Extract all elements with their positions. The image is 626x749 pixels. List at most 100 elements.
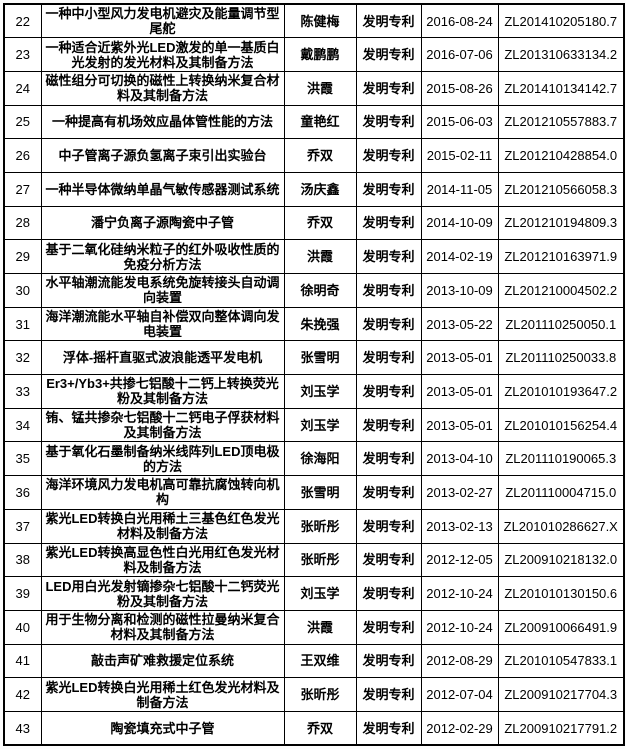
patent-title-cell: 水平轴潮流能发电系统免旋转接头自动调向装置 <box>40 273 285 308</box>
table-row: 31 海洋潮流能水平轴自补偿双向整体调向发电装置 朱挽强 发明专利 2013-0… <box>3 306 625 342</box>
grant-date-cell: 2012-08-29 <box>420 643 499 679</box>
patent-table-body: 22 一种中小型风力发电机避灾及能量调节型尾舵 陈健梅 发明专利 2016-08… <box>3 3 625 746</box>
patent-type-cell: 发明专利 <box>355 407 422 443</box>
patent-number-cell: ZL201110004715.0 <box>497 475 625 510</box>
row-number-cell: 25 <box>3 104 42 140</box>
row-number-cell: 29 <box>3 239 42 274</box>
patent-number-cell: ZL201010130150.6 <box>497 576 625 611</box>
table-row: 41 敲击声矿难救援定位系统 王双维 发明专利 2012-08-29 ZL201… <box>3 643 625 679</box>
table-row: 34 铕、锰共掺杂七铝酸十二钙电子俘获材料及其制备方法 刘玉学 发明专利 201… <box>3 407 625 443</box>
inventor-cell: 乔双 <box>283 138 357 173</box>
patent-number-cell: ZL201010156254.4 <box>497 407 625 443</box>
patent-number-cell: ZL200910218132.0 <box>497 542 625 578</box>
patent-number-cell: ZL201110190065.3 <box>497 441 625 477</box>
inventor-cell: 童艳红 <box>283 104 357 140</box>
patent-type-cell: 发明专利 <box>355 70 422 106</box>
row-number-cell: 39 <box>3 576 42 611</box>
inventor-cell: 张昕彤 <box>283 677 357 712</box>
inventor-cell: 刘玉学 <box>283 576 357 611</box>
inventor-cell: 张昕彤 <box>283 508 357 544</box>
row-number-cell: 41 <box>3 643 42 679</box>
table-row: 38 紫光LED转换高显色性白光用红色发光材料及制备方法 张昕彤 发明专利 20… <box>3 542 625 578</box>
grant-date-cell: 2015-06-03 <box>420 104 499 140</box>
patent-title-cell: 敲击声矿难救援定位系统 <box>40 643 285 679</box>
inventor-cell: 张雪明 <box>283 475 357 510</box>
patent-title-cell: 浮体-摇杆直驱式波浪能透平发电机 <box>40 340 285 376</box>
patent-number-cell: ZL200910066491.9 <box>497 609 625 645</box>
patent-type-cell: 发明专利 <box>355 340 422 376</box>
patent-title-cell: 潘宁负离子源陶瓷中子管 <box>40 205 285 241</box>
patent-title-cell: 海洋潮流能水平轴自补偿双向整体调向发电装置 <box>40 306 285 342</box>
row-number-cell: 37 <box>3 508 42 544</box>
patent-type-cell: 发明专利 <box>355 475 422 510</box>
patent-number-cell: ZL201310633134.2 <box>497 37 625 72</box>
grant-date-cell: 2014-02-19 <box>420 239 499 274</box>
inventor-cell: 洪霞 <box>283 70 357 106</box>
inventor-cell: 徐海阳 <box>283 441 357 477</box>
grant-date-cell: 2012-12-05 <box>420 542 499 578</box>
row-number-cell: 32 <box>3 340 42 376</box>
table-row: 32 浮体-摇杆直驱式波浪能透平发电机 张雪明 发明专利 2013-05-01 … <box>3 340 625 376</box>
patent-type-cell: 发明专利 <box>355 374 422 409</box>
patent-number-cell: ZL201210557883.7 <box>497 104 625 140</box>
patent-number-cell: ZL201010547833.1 <box>497 643 625 679</box>
row-number-cell: 22 <box>3 3 42 39</box>
patent-title-cell: 磁性组分可切换的磁性上转换纳米复合材料及其制备方法 <box>40 70 285 106</box>
table-row: 36 海洋环境风力发电机高可靠抗腐蚀转向机构 张雪明 发明专利 2013-02-… <box>3 475 625 510</box>
patent-number-cell: ZL201010286627.X <box>497 508 625 544</box>
patent-type-cell: 发明专利 <box>355 677 422 712</box>
patent-number-cell: ZL201210194809.3 <box>497 205 625 241</box>
patent-title-cell: 铕、锰共掺杂七铝酸十二钙电子俘获材料及其制备方法 <box>40 407 285 443</box>
patent-title-cell: 一种适合近紫外光LED激发的单一基质白光发射的发光材料及其制备方法 <box>40 37 285 72</box>
inventor-cell: 戴鹏鹏 <box>283 37 357 72</box>
grant-date-cell: 2014-10-09 <box>420 205 499 241</box>
inventor-cell: 张雪明 <box>283 340 357 376</box>
row-number-cell: 31 <box>3 306 42 342</box>
grant-date-cell: 2013-05-01 <box>420 374 499 409</box>
table-row: 25 一种提高有机场效应晶体管性能的方法 童艳红 发明专利 2015-06-03… <box>3 104 625 140</box>
table-row: 40 用于生物分离和检测的磁性拉曼纳米复合材料及其制备方法 洪霞 发明专利 20… <box>3 609 625 645</box>
patent-number-cell: ZL201210004502.2 <box>497 273 625 308</box>
row-number-cell: 24 <box>3 70 42 106</box>
patent-number-cell: ZL200910217704.3 <box>497 677 625 712</box>
patent-type-cell: 发明专利 <box>355 306 422 342</box>
table-row: 42 紫光LED转换白光用稀土红色发光材料及制备方法 张昕彤 发明专利 2012… <box>3 677 625 712</box>
patent-title-cell: 紫光LED转换高显色性白光用红色发光材料及制备方法 <box>40 542 285 578</box>
patent-type-cell: 发明专利 <box>355 3 422 39</box>
patent-title-cell: 紫光LED转换白光用稀土红色发光材料及制备方法 <box>40 677 285 712</box>
patent-type-cell: 发明专利 <box>355 104 422 140</box>
grant-date-cell: 2013-05-22 <box>420 306 499 342</box>
inventor-cell: 洪霞 <box>283 239 357 274</box>
grant-date-cell: 2013-05-01 <box>420 407 499 443</box>
table-row: 24 磁性组分可切换的磁性上转换纳米复合材料及其制备方法 洪霞 发明专利 201… <box>3 70 625 106</box>
grant-date-cell: 2013-02-13 <box>420 508 499 544</box>
patent-type-cell: 发明专利 <box>355 609 422 645</box>
patent-title-cell: 基于二氧化硅纳米粒子的红外吸收性质的免疫分析方法 <box>40 239 285 274</box>
table-row: 29 基于二氧化硅纳米粒子的红外吸收性质的免疫分析方法 洪霞 发明专利 2014… <box>3 239 625 274</box>
patent-title-cell: Er3+/Yb3+共掺七铝酸十二钙上转换荧光粉及其制备方法 <box>40 374 285 409</box>
patent-type-cell: 发明专利 <box>355 542 422 578</box>
table-row: 28 潘宁负离子源陶瓷中子管 乔双 发明专利 2014-10-09 ZL2012… <box>3 205 625 241</box>
patent-type-cell: 发明专利 <box>355 643 422 679</box>
row-number-cell: 35 <box>3 441 42 477</box>
table-row: 37 紫光LED转换白光用稀土三基色红色发光材料及制备方法 张昕彤 发明专利 2… <box>3 508 625 544</box>
table-row: 39 LED用白光发射镝掺杂七铝酸十二钙荧光粉及其制备方法 刘玉学 发明专利 2… <box>3 576 625 611</box>
patent-title-cell: 一种中小型风力发电机避灾及能量调节型尾舵 <box>40 3 285 39</box>
grant-date-cell: 2012-02-29 <box>420 710 499 746</box>
inventor-cell: 王双维 <box>283 643 357 679</box>
patent-title-cell: 一种半导体微纳单晶气敏传感器测试系统 <box>40 171 285 207</box>
patent-title-cell: 陶瓷填充式中子管 <box>40 710 285 746</box>
patent-title-cell: 紫光LED转换白光用稀土三基色红色发光材料及制备方法 <box>40 508 285 544</box>
patent-title-cell: 中子管离子源负氢离子束引出实验台 <box>40 138 285 173</box>
patent-type-cell: 发明专利 <box>355 171 422 207</box>
inventor-cell: 刘玉学 <box>283 407 357 443</box>
inventor-cell: 张昕彤 <box>283 542 357 578</box>
patent-type-cell: 发明专利 <box>355 239 422 274</box>
grant-date-cell: 2015-08-26 <box>420 70 499 106</box>
grant-date-cell: 2012-10-24 <box>420 609 499 645</box>
row-number-cell: 40 <box>3 609 42 645</box>
inventor-cell: 徐明奇 <box>283 273 357 308</box>
row-number-cell: 28 <box>3 205 42 241</box>
patent-title-cell: 海洋环境风力发电机高可靠抗腐蚀转向机构 <box>40 475 285 510</box>
inventor-cell: 乔双 <box>283 205 357 241</box>
